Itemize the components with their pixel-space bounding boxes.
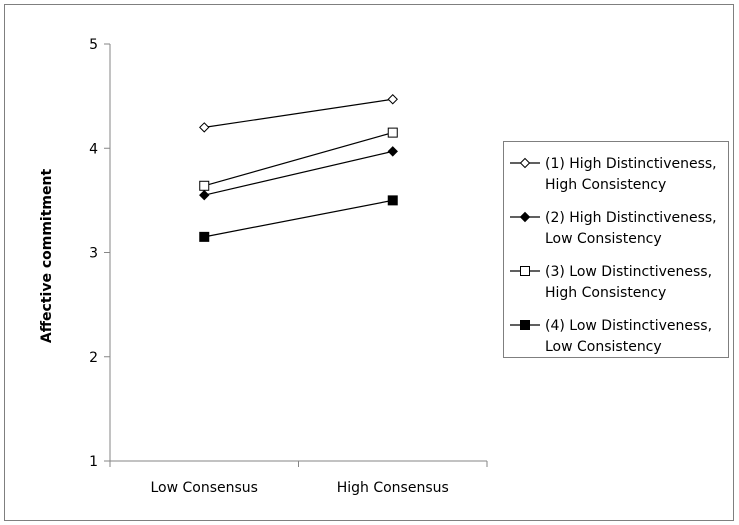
legend-label: Low Consistency xyxy=(545,231,662,247)
series-line xyxy=(204,98,393,128)
series-line xyxy=(204,132,393,187)
legend-marker xyxy=(520,320,530,330)
y-tick-label: 1 xyxy=(89,454,98,470)
y-tick-label: 5 xyxy=(89,37,98,53)
legend-label: (2) High Distinctiveness, xyxy=(545,210,717,226)
y-tick-label: 2 xyxy=(89,350,98,366)
legend-marker xyxy=(520,266,530,276)
series-line xyxy=(204,150,393,196)
legend-marker xyxy=(519,157,531,169)
series-line xyxy=(204,199,393,238)
series-4 xyxy=(199,195,398,242)
x-tick-label: High Consensus xyxy=(337,480,449,496)
legend-box xyxy=(503,141,729,358)
data-point xyxy=(387,94,398,105)
data-point xyxy=(199,189,210,201)
y-tick-label: 4 xyxy=(89,141,98,157)
legend-label: (3) Low Distinctiveness, xyxy=(545,264,712,280)
series-layer xyxy=(199,94,398,242)
legend-label: Low Consistency xyxy=(545,339,662,355)
y-tick-label: 3 xyxy=(89,246,98,262)
legend-entry-3: (3) Low Distinctiveness, High Consistency xyxy=(510,264,712,301)
data-point xyxy=(387,195,398,206)
legend-label: (4) Low Distinctiveness, xyxy=(545,318,712,334)
data-point xyxy=(199,122,210,133)
legend-entry-1: (1) High Distinctiveness, High Consistenc… xyxy=(510,156,717,193)
legend-label: High Consistency xyxy=(545,285,666,301)
series-1 xyxy=(199,94,398,133)
data-point xyxy=(387,146,398,157)
series-3 xyxy=(199,127,398,191)
data-point xyxy=(199,231,210,242)
axes: 1 2 3 4 5 Low Consensus High Consensus xyxy=(89,37,488,496)
legend-label: High Consistency xyxy=(545,177,666,193)
data-point xyxy=(199,180,210,191)
legend-entry-2: (2) High Distinctiveness, Low Consistency xyxy=(510,210,717,247)
legend-entry-4: (4) Low Distinctiveness, Low Consistency xyxy=(510,318,712,355)
legend: (1) High Distinctiveness, High Consistenc… xyxy=(503,141,729,358)
legend-marker xyxy=(519,211,531,223)
legend-label: (1) High Distinctiveness, xyxy=(545,156,717,172)
x-tick-label: Low Consensus xyxy=(151,480,258,496)
series-2 xyxy=(199,146,398,201)
data-point xyxy=(387,127,398,138)
y-axis-title: Affective commitment xyxy=(39,169,55,344)
